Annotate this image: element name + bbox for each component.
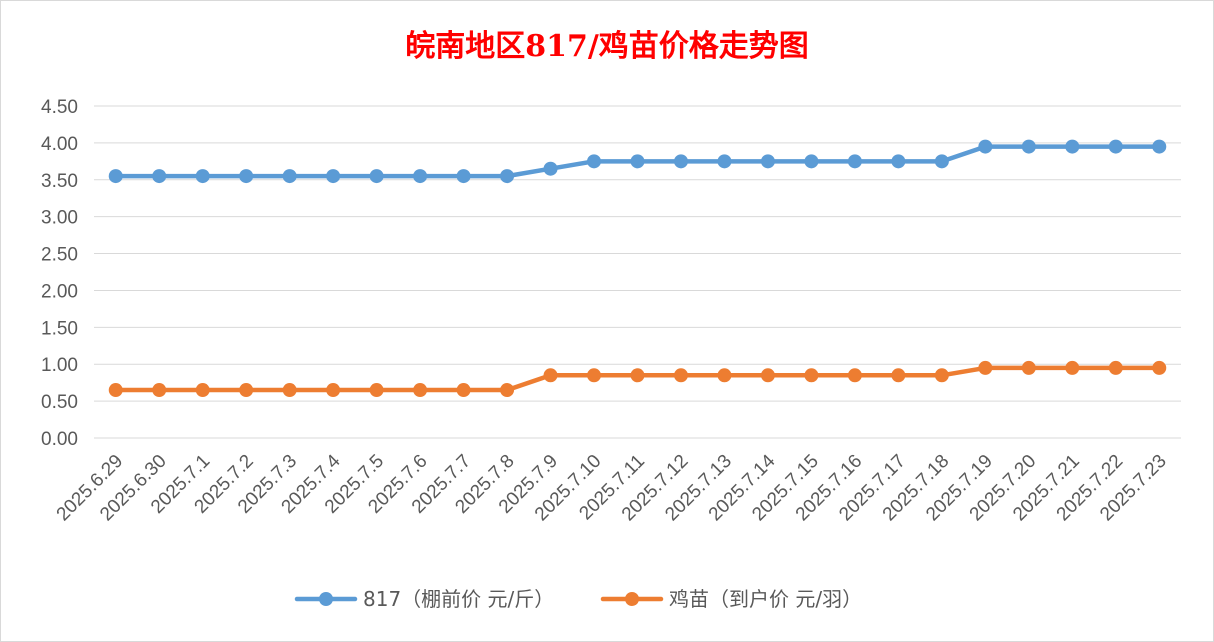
data-point: [282, 169, 297, 184]
y-tick-label: 0.00: [41, 429, 78, 450]
y-tick-label: 4.00: [41, 134, 78, 155]
data-point: [1108, 139, 1123, 154]
data-point: [673, 368, 688, 383]
data-point: [543, 161, 558, 176]
chart-title: 皖南地区817/鸡苗价格走势图: [405, 29, 809, 64]
data-point: [630, 154, 645, 169]
data-point: [456, 383, 471, 398]
data-point: [543, 368, 558, 383]
series-1: [108, 139, 1167, 184]
data-point: [282, 383, 297, 398]
data-point: [587, 368, 602, 383]
y-axis-ticks: 0.00 0.50 1.00 1.50 2.00 2.50 3.00 3.50 4.00 4.50: [41, 97, 78, 450]
data-point: [456, 169, 471, 184]
gridlines: [94, 105, 1181, 439]
data-point: [673, 154, 688, 169]
data-point: [934, 368, 949, 383]
data-point: [1021, 139, 1036, 154]
data-point: [1108, 360, 1123, 375]
data-point: [152, 383, 167, 398]
y-tick-label: 1.00: [41, 355, 78, 376]
data-point: [326, 383, 341, 398]
data-point: [760, 154, 775, 169]
data-point: [847, 368, 862, 383]
legend-swatch-marker: [625, 592, 639, 606]
data-point: [630, 368, 645, 383]
y-tick-label: 3.00: [41, 208, 78, 229]
y-tick-label: 3.50: [41, 171, 78, 192]
legend-item: 鸡苗（到户价 元/羽）: [600, 587, 862, 611]
data-point: [717, 154, 732, 169]
x-axis-ticks: 2025.6.292025.6.302025.7.12025.7.22025.7…: [53, 450, 1171, 525]
data-point: [717, 368, 732, 383]
data-point: [108, 169, 123, 184]
data-point: [1152, 139, 1167, 154]
data-point: [152, 169, 167, 184]
data-point: [369, 169, 384, 184]
data-point: [978, 360, 993, 375]
data-point: [587, 154, 602, 169]
data-point: [891, 368, 906, 383]
data-point: [804, 368, 819, 383]
data-point: [195, 169, 210, 184]
data-point: [1065, 360, 1080, 375]
data-point: [369, 383, 384, 398]
data-point: [934, 154, 949, 169]
data-point: [239, 383, 254, 398]
data-point: [108, 383, 123, 398]
data-point: [847, 154, 862, 169]
data-point: [413, 169, 428, 184]
data-point: [978, 139, 993, 154]
series-layer: [108, 139, 1167, 398]
data-point: [195, 383, 210, 398]
y-tick-label: 0.50: [41, 392, 78, 413]
data-point: [500, 169, 515, 184]
data-point: [500, 383, 515, 398]
y-tick-label: 1.50: [41, 318, 78, 339]
data-point: [413, 383, 428, 398]
data-point: [804, 154, 819, 169]
data-point: [891, 154, 906, 169]
data-point: [1152, 360, 1167, 375]
data-point: [326, 169, 341, 184]
legend-label: 817（棚前价 元/斤）: [363, 587, 554, 611]
data-point: [239, 169, 254, 184]
data-point: [1021, 360, 1036, 375]
series-2: [108, 360, 1167, 398]
y-tick-label: 2.00: [41, 281, 78, 302]
y-tick-label: 4.50: [41, 97, 78, 118]
legend: 817（棚前价 元/斤） 鸡苗（到户价 元/羽）: [294, 587, 862, 611]
y-tick-label: 2.50: [41, 245, 78, 266]
legend-swatch-marker: [319, 592, 333, 606]
data-point: [1065, 139, 1080, 154]
data-point: [760, 368, 775, 383]
legend-item: 817（棚前价 元/斤）: [294, 587, 554, 611]
legend-label: 鸡苗（到户价 元/羽）: [669, 587, 862, 611]
